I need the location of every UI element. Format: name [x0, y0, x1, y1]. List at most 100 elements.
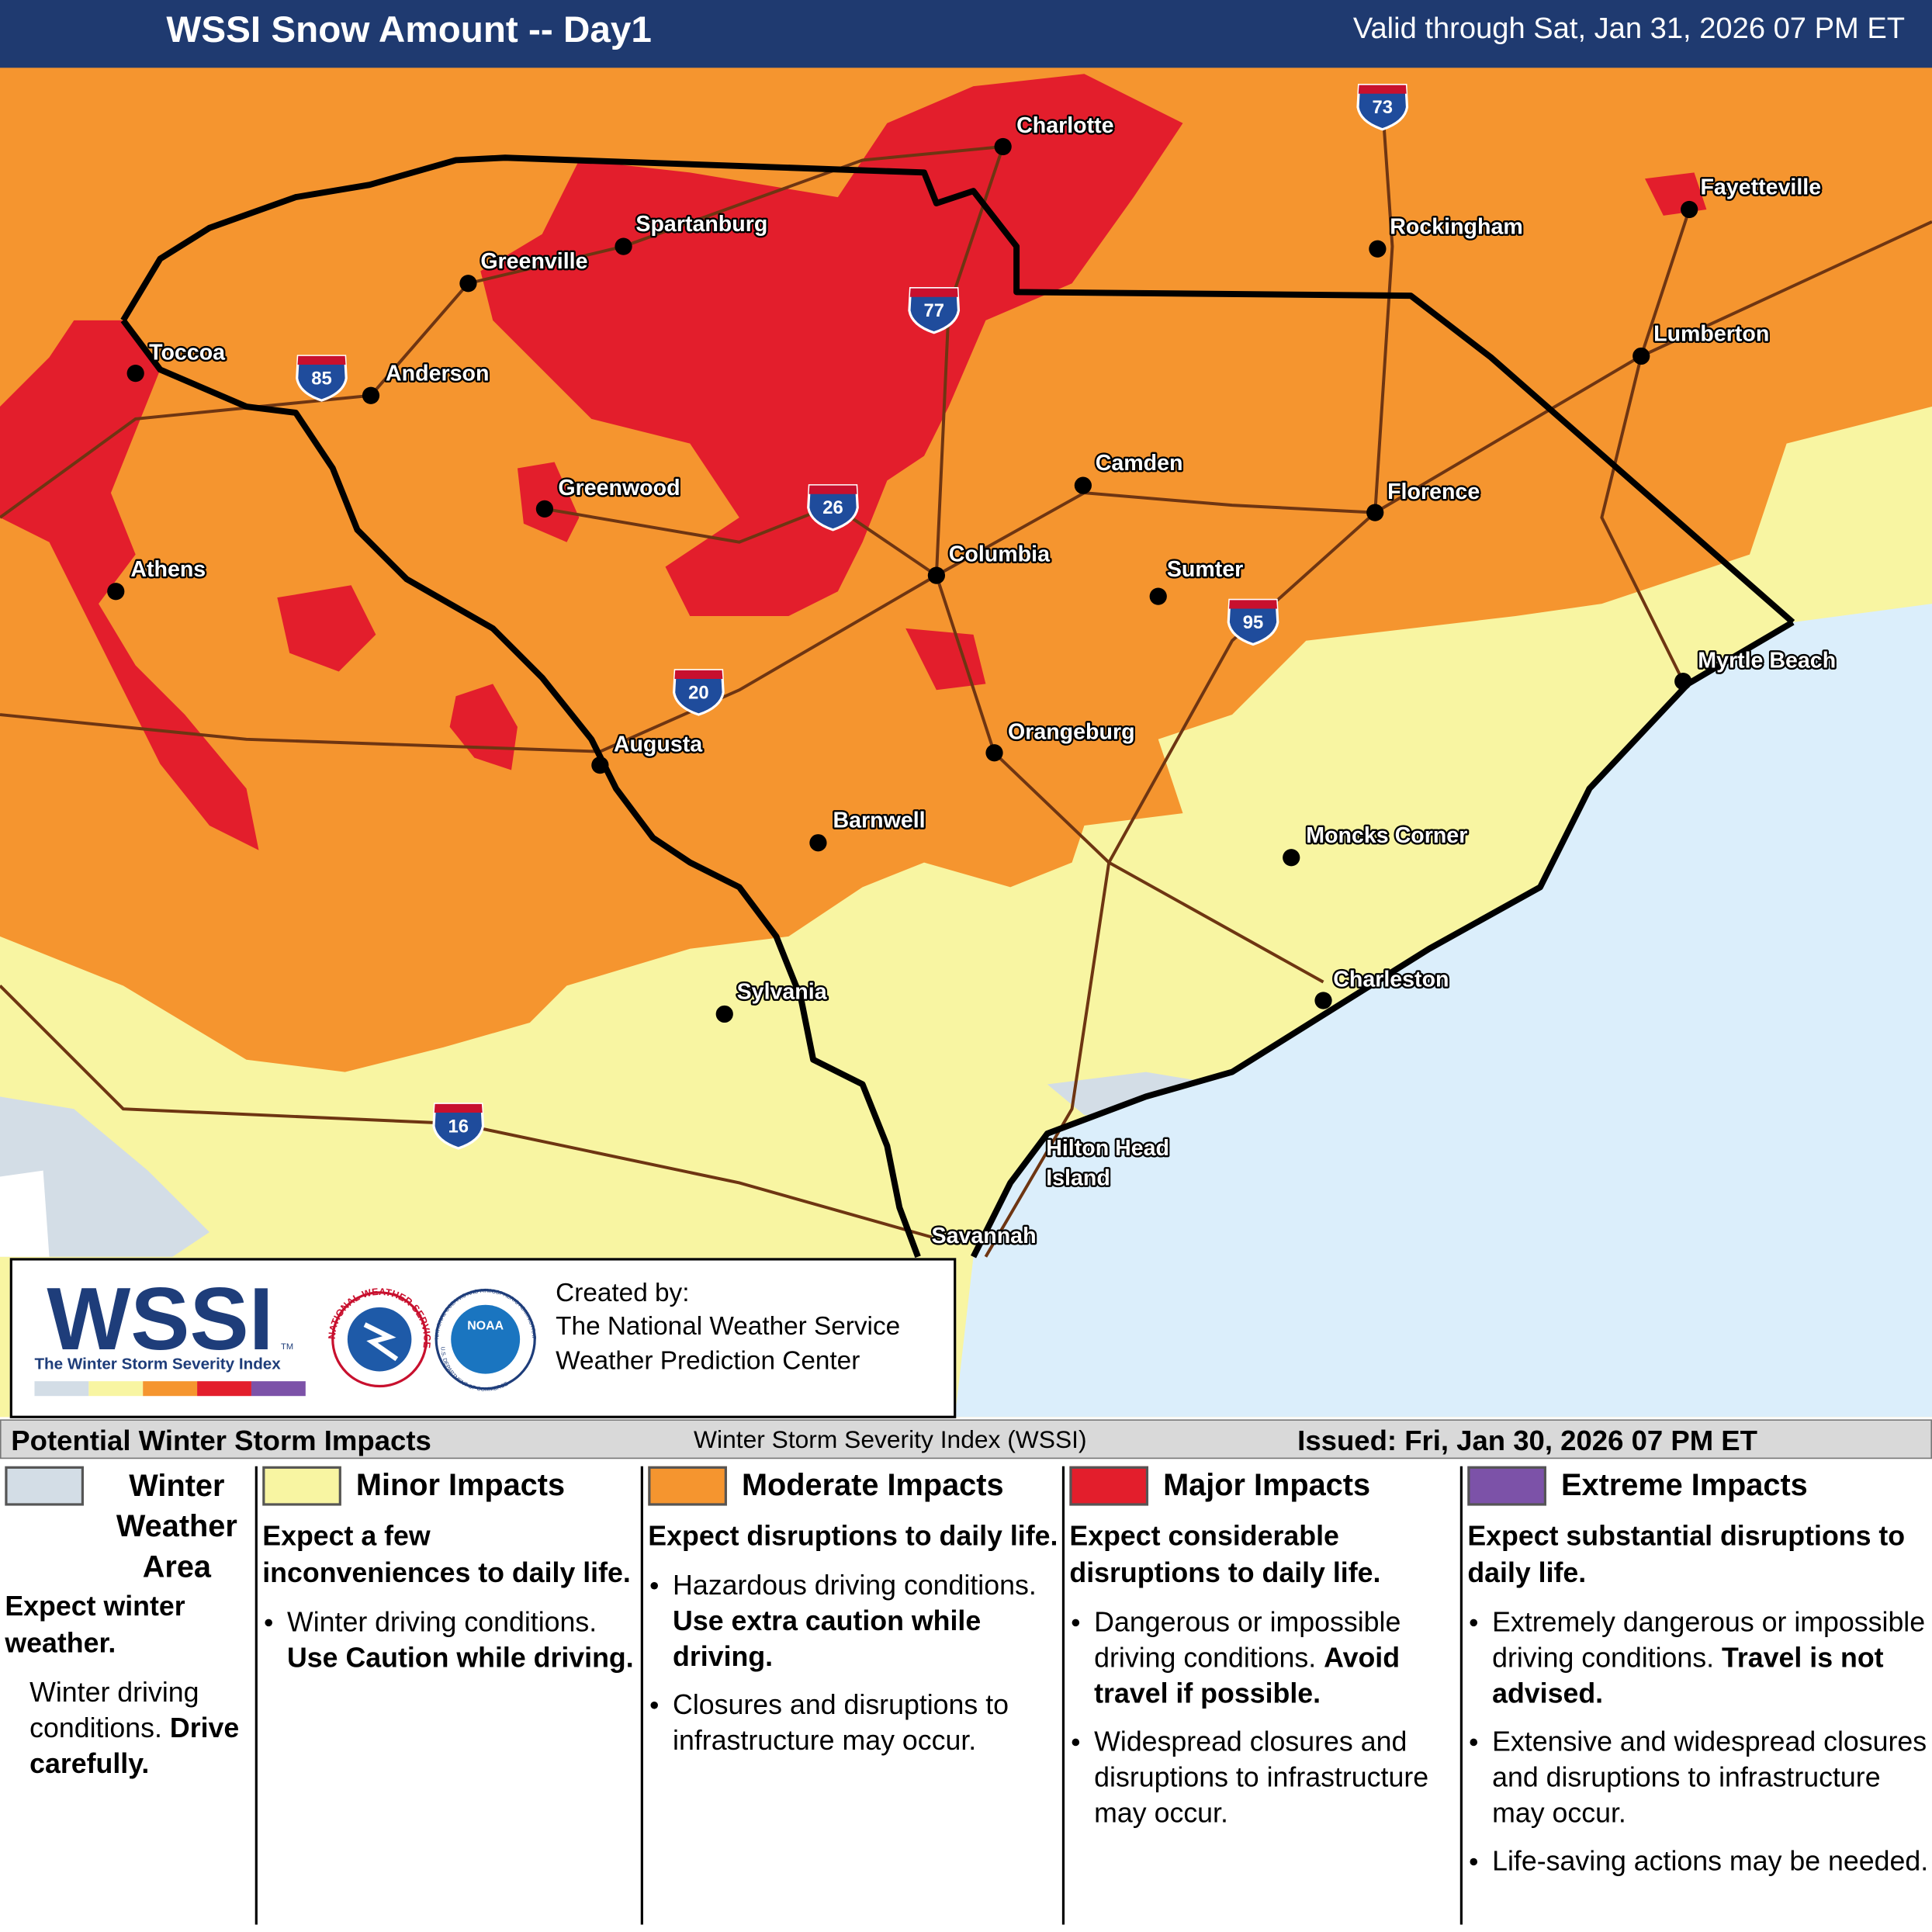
shield-number: 16 — [448, 1116, 469, 1137]
color-bar-segment — [88, 1381, 144, 1397]
city-label: Moncks Corner — [1306, 823, 1467, 848]
legend-item: Hazardous driving conditions. Use extra … — [648, 1567, 1062, 1674]
legend-title: Potential Winter Storm Impacts — [11, 1424, 431, 1457]
city-label: Toccoa — [149, 340, 226, 365]
shield-number: 85 — [311, 368, 332, 389]
city-dot — [715, 1005, 733, 1023]
city-dot — [107, 583, 125, 601]
city-label: Athens — [130, 557, 206, 582]
credits: WSSI TM The Winter Storm Severity Index … — [10, 1256, 900, 1397]
city-dot — [809, 834, 827, 852]
color-bar-segment — [143, 1381, 198, 1397]
shield-number: 20 — [688, 682, 708, 703]
legend-item: Widespread closures and disruptions to i… — [1069, 1724, 1459, 1831]
cities: Charlotte Fayetteville Rockingham Spartanbu… — [107, 112, 1838, 1250]
city-dot — [591, 757, 609, 774]
item-text: Extremely dangerous or impossible drivin… — [1492, 1606, 1926, 1674]
city-dot — [126, 365, 144, 383]
legend-swatch — [648, 1466, 727, 1506]
winter-weather-area — [0, 1096, 209, 1257]
valid-time: Valid through Sat, Jan 31, 2026 07 PM ET — [1352, 12, 1906, 46]
map: 73 77 85 26 95 20 16 Charlotte Fayetteville Rock… — [0, 0, 1932, 1418]
color-bar-segment — [251, 1381, 306, 1397]
legend-swatch — [1467, 1466, 1546, 1506]
shield-body — [673, 669, 725, 716]
shield-number: 73 — [1372, 97, 1392, 118]
color-bar — [34, 1381, 306, 1397]
city-dot — [1674, 673, 1692, 691]
shield-number: 26 — [822, 497, 843, 518]
city-label: Greenwood — [558, 476, 680, 500]
major-area — [480, 74, 1183, 617]
noaa-text: NOAA — [467, 1319, 504, 1332]
shield-body — [807, 484, 859, 531]
legend-heading: Expect considerable disruptions to daily… — [1069, 1520, 1381, 1588]
interstate-shield: 77 — [908, 287, 961, 334]
shield-top — [808, 485, 857, 494]
city-dot — [535, 500, 554, 518]
noaa-logo-center — [451, 1304, 521, 1374]
wssi-tagline: The Winter Storm Severity Index — [34, 1355, 281, 1373]
shield-top — [297, 355, 346, 365]
city-dot — [1314, 992, 1332, 1009]
header: WSSI Snow Amount -- Day1 Valid through S… — [0, 0, 1932, 68]
city-label: Island — [1046, 1165, 1110, 1190]
legend-name: Major Impacts — [1163, 1468, 1371, 1503]
legend-swatch — [1069, 1466, 1149, 1506]
shield-number: 95 — [1243, 612, 1263, 633]
city-label: Barnwell — [833, 808, 925, 833]
legend-item: Life-saving actions may be needed. — [1467, 1844, 1932, 1879]
legend-heading: Expect winter weather. — [5, 1591, 185, 1659]
legend-item: Extensive and widespread closures and di… — [1467, 1724, 1932, 1831]
major-area — [0, 320, 259, 850]
item-text: Closures and disruptions to infrastructu… — [673, 1689, 1009, 1756]
legend-column: Winter Weather Area Expect winter weather… — [0, 1466, 255, 1925]
item-text: Life-saving actions may be needed. — [1492, 1845, 1929, 1877]
legend-key: Major Impacts — [1069, 1466, 1459, 1506]
city-label: Rockingham — [1390, 214, 1523, 239]
city-dot — [1369, 240, 1387, 258]
legend-heading: Expect disruptions to daily life. — [648, 1520, 1058, 1552]
color-bar-segment — [34, 1381, 89, 1397]
tm: TM — [281, 1342, 293, 1352]
shield-top — [909, 288, 958, 297]
legend-key: Winter Weather Area — [5, 1466, 254, 1588]
city-dot — [1149, 587, 1167, 605]
city-label: Camden — [1096, 451, 1183, 476]
city-dot — [985, 744, 1003, 762]
legend-item: Winter driving conditions. Drive careful… — [5, 1674, 254, 1781]
map-title: WSSI Snow Amount -- Day1 — [166, 9, 652, 51]
city-label: Charleston — [1333, 968, 1449, 992]
city-label: Fayetteville — [1700, 175, 1821, 200]
interstate-shield: 85 — [296, 355, 348, 402]
city-dot — [362, 386, 380, 404]
item-text: Extensive and widespread closures and di… — [1492, 1726, 1927, 1829]
city-dot — [994, 137, 1012, 156]
legend-name: Moderate Impacts — [741, 1468, 1004, 1503]
legend-key: Minor Impacts — [262, 1466, 641, 1506]
created-by: Weather Prediction Center — [556, 1346, 860, 1375]
legend-name: Minor Impacts — [355, 1468, 566, 1503]
legend-swatch — [262, 1466, 341, 1506]
shield-body — [296, 355, 348, 402]
interstate-shield: 16 — [432, 1103, 485, 1150]
city-label: Sumter — [1167, 557, 1243, 582]
city-dot — [1283, 849, 1300, 867]
color-bar-segment — [197, 1381, 251, 1397]
city-dot — [459, 275, 477, 293]
city-dot — [927, 566, 946, 584]
shields: 73 77 85 26 95 20 16 — [296, 83, 1409, 1150]
city-label: Greenville — [480, 249, 587, 274]
shield-top — [1358, 85, 1407, 94]
legend-item: Dangerous or impossible driving conditio… — [1069, 1605, 1459, 1712]
item-text: Widespread closures and disruptions to i… — [1094, 1726, 1429, 1829]
city-label: Lumberton — [1653, 321, 1769, 346]
city-label: Augusta — [614, 732, 703, 757]
item-bold: Avoid travel if possible. — [1094, 1642, 1401, 1709]
created-by: Created by: — [556, 1279, 689, 1307]
legend-bar: Potential Winter Storm Impacts Winter St… — [0, 1419, 1932, 1459]
item-text: Winter driving conditions. — [287, 1606, 597, 1638]
shield-body — [908, 287, 961, 334]
major-area — [905, 628, 986, 691]
item-bold: Use Caution while driving. — [287, 1642, 634, 1674]
